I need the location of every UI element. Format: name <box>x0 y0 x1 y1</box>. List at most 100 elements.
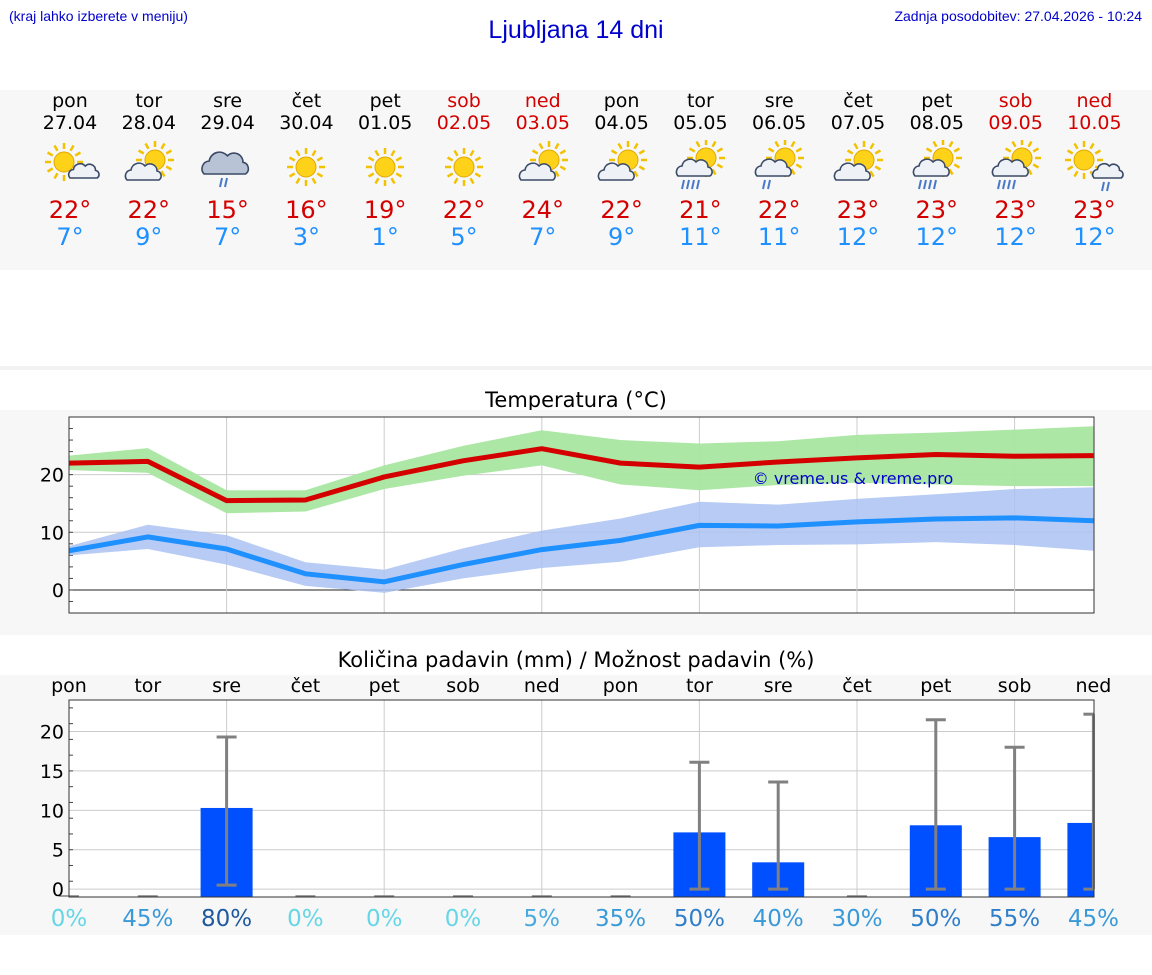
day-name: sob <box>447 90 481 112</box>
x-category-label: čet <box>291 675 321 697</box>
x-category-label: sre <box>212 675 241 697</box>
max-temperature: 23° <box>836 196 880 224</box>
day-column: pon 27.04 22° 7° <box>30 90 110 250</box>
precip-probability: 30% <box>831 906 882 932</box>
plot-border <box>68 699 1095 898</box>
x-category-label: ned <box>524 675 560 697</box>
day-column: tor 28.04 22° 9° <box>109 90 189 250</box>
y-tick-label: 15 <box>40 761 64 783</box>
x-category-label: tor <box>134 675 161 697</box>
day-name: tor <box>686 90 714 112</box>
max-temp-band <box>69 426 1094 514</box>
day-date: 28.04 <box>121 112 176 134</box>
day-date: 27.04 <box>42 112 98 134</box>
precip-probability: 0% <box>51 906 88 932</box>
x-category-label: tor <box>686 675 713 697</box>
day-date: 04.05 <box>594 112 649 134</box>
max-temperature: 23° <box>1073 196 1116 224</box>
min-temperature: 12° <box>836 223 880 251</box>
precip-probability: 40% <box>753 906 804 932</box>
precip-probability: 45% <box>122 906 173 932</box>
precip-probability: 55% <box>989 906 1040 932</box>
day-name: sob <box>998 90 1033 112</box>
max-temperature: 22° <box>442 196 486 224</box>
min-temperature: 12° <box>994 223 1037 251</box>
min-temperature: 5° <box>450 223 478 251</box>
page-title: Ljubljana 14 dni <box>488 16 664 44</box>
day-column: pet 01.05 19° 1° <box>345 90 425 250</box>
day-name: pet <box>921 90 953 112</box>
day-name: ned <box>1076 90 1113 112</box>
day-name: čet <box>843 90 873 112</box>
sun-cloud-rain-icon <box>991 140 1041 190</box>
x-category-label: pon <box>603 675 639 697</box>
min-temperature: 7° <box>213 223 242 251</box>
max-temperature: 22° <box>127 196 171 224</box>
precipitation-chart: 0 5 10 15 20 pon tor sre čet pet sob ned pon tor sre če… <box>40 675 1119 932</box>
min-temperature: 11° <box>757 223 801 251</box>
sun-icon <box>445 148 483 186</box>
y-tick-label: 5 <box>52 840 64 862</box>
x-category-label: sre <box>764 675 793 697</box>
day-date: 09.05 <box>988 112 1043 134</box>
x-category-label: sob <box>998 675 1032 697</box>
min-temperature: 9° <box>607 223 636 251</box>
x-category-label: pet <box>369 675 400 697</box>
plot-border <box>68 416 1095 614</box>
min-temperature: 9° <box>135 223 163 251</box>
day-date: 03.05 <box>515 112 570 134</box>
day-column: pon 04.05 22° 9° <box>582 90 662 250</box>
day-date: 06.05 <box>751 112 807 134</box>
day-name: sre <box>764 90 794 112</box>
day-name: pet <box>369 90 401 112</box>
day-name: ned <box>524 90 561 112</box>
day-name: tor <box>135 90 163 112</box>
x-category-label: čet <box>842 675 872 697</box>
max-temperature: 23° <box>994 196 1037 224</box>
day-column: ned 03.05 24° 7° <box>503 90 583 250</box>
day-date: 02.05 <box>436 112 492 134</box>
temperature-chart-title: Temperatura (°C) <box>485 388 667 412</box>
temperature-chart: 0 10 20 © vreme.us & vreme.pro <box>40 416 1095 614</box>
location-hint-link[interactable]: (kraj lahko izberete v meniju) <box>9 8 188 24</box>
y-tick-label: 10 <box>40 800 64 822</box>
cloud-sun-icon <box>597 141 647 181</box>
precip-probability: 50% <box>910 906 961 932</box>
cloud-sun-icon <box>124 141 174 181</box>
min-temp-band <box>69 487 1094 593</box>
precip-probability: 0% <box>287 906 324 932</box>
day-column: pet 08.05 23° 12° <box>897 90 977 250</box>
temperature-chart-panel: 0 10 20 © vreme.us & vreme.pro <box>0 410 1152 635</box>
precip-probability: 50% <box>674 906 725 932</box>
day-column: ned 10.05 23° 12° <box>1054 90 1134 250</box>
day-name: čet <box>291 90 322 112</box>
max-temperature: 22° <box>600 196 643 224</box>
divider <box>0 366 1152 370</box>
max-temperature: 24° <box>521 196 565 224</box>
day-date: 01.05 <box>357 112 413 134</box>
precip-bar <box>1067 822 1094 897</box>
day-date: 08.05 <box>909 112 964 134</box>
x-category-label: pet <box>920 675 951 697</box>
day-column: sob 09.05 23° 12° <box>976 90 1056 250</box>
day-column: tor 05.05 21° 11° <box>660 90 740 250</box>
y-tick-label: 20 <box>40 465 64 487</box>
y-tick-label: 0 <box>52 879 64 901</box>
max-temperature: 19° <box>363 196 407 224</box>
forecast-panel: pon 27.04 22° 7° tor 28.04 22° 9° sre 29.04 15° 7° č… <box>0 90 1152 270</box>
day-column: čet 07.05 23° 12° <box>818 90 898 250</box>
max-temperature: 22° <box>48 196 92 224</box>
precip-probability: 45% <box>1068 906 1119 932</box>
max-temperature: 15° <box>206 196 249 224</box>
max-temperature: 22° <box>757 196 801 224</box>
day-column: čet 30.04 16° 3° <box>266 90 346 250</box>
cloud-sun-icon <box>518 141 568 181</box>
day-name: pon <box>603 90 640 112</box>
sun-icon <box>366 148 405 186</box>
sun-icon <box>287 148 326 186</box>
watermark: © vreme.us & vreme.pro <box>753 469 954 488</box>
sun-cloud-icon <box>45 143 100 181</box>
min-temperature: 7° <box>56 223 84 251</box>
day-date: 29.04 <box>200 112 255 134</box>
sun-cloud-light-rain-icon <box>754 140 805 190</box>
